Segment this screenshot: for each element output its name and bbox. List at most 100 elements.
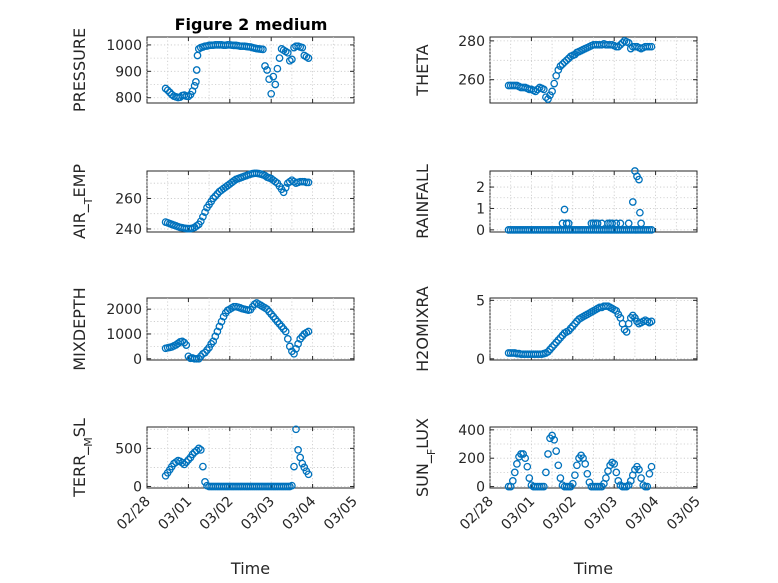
pressure-point [261, 62, 269, 70]
mixdepth-ytick-label: 0 [133, 352, 142, 368]
mixdepth-point [184, 352, 193, 361]
mixdepth-series [161, 299, 313, 363]
rainfall-point [616, 219, 625, 228]
pressure-ylabel: PRESSURE [70, 28, 89, 112]
air-temp-point [199, 212, 207, 221]
sun-flux-xtick-label: 03/02 [540, 494, 580, 534]
pressure-point [263, 66, 271, 74]
terr-msl-point [192, 446, 201, 455]
h2omixra-point [544, 347, 552, 356]
sun-flux-point [602, 474, 610, 482]
h2omixra-series [504, 302, 656, 359]
terr-msl-point [188, 450, 197, 459]
terr-msl-xtick-label: 02/28 [114, 494, 154, 534]
pressure-point [271, 80, 280, 89]
subplot-h2omixra: 0 5 H2OMIXRA [413, 286, 698, 372]
air-temp-ylabel: AIR_TEMP [70, 164, 95, 239]
sun-flux-point [548, 431, 556, 440]
terr-msl-ylabel: TERR_MSL [70, 418, 95, 498]
theta-point [542, 93, 550, 102]
mixdepth-point [304, 327, 313, 336]
pressure-point [283, 48, 292, 57]
sun-flux-xtick-label: 03/01 [498, 494, 538, 534]
sun-flux-point [539, 482, 548, 491]
subplot-rainfall: 0 1 2 RAINFALL [413, 164, 698, 239]
subplot-sun-flux: 0 200 400 02/28 03/01 03/02 03/03 03/04 03/05 Tim… [413, 418, 704, 578]
sun-flux-point [645, 469, 654, 478]
sun-flux-point [523, 462, 532, 471]
air-temp-ylabel-part: AIR_ [70, 203, 90, 239]
sun-flux-ylabel-part: SUN_ [413, 454, 433, 497]
h2omixra-point [566, 324, 575, 333]
terr-msl-point [194, 444, 203, 453]
air-temp-point [209, 194, 218, 203]
pressure-point [192, 78, 200, 86]
pressure-point [304, 54, 313, 62]
theta-point [544, 95, 552, 103]
terr-msl-ylabel-part: SL [70, 418, 89, 437]
air-temp-point [196, 217, 205, 226]
sun-flux-ylabel-part: LUX [413, 418, 432, 449]
sun-flux-point [513, 460, 521, 468]
terr-msl-plot-area [146, 426, 355, 489]
theta-point [614, 42, 623, 51]
pressure-point [267, 89, 276, 98]
rainfall-point [637, 219, 645, 228]
rainfall-series [504, 167, 656, 234]
pressure-point [273, 64, 282, 73]
rainfall-point [560, 205, 569, 214]
rainfall-ylabel: RAINFALL [413, 164, 432, 239]
sun-flux-point [510, 468, 519, 477]
sun-flux-point [508, 477, 517, 485]
pressure-point [259, 45, 267, 54]
subplot-pressure: 800 900 1000 PRESSURE [70, 28, 355, 112]
sun-flux-xtick-label: 03/03 [581, 494, 621, 534]
sun-flux-point [542, 468, 550, 477]
terr-msl-point [292, 425, 300, 434]
rainfall-point [624, 219, 633, 228]
theta-point [560, 58, 569, 67]
terr-msl-point [304, 470, 313, 479]
terr-msl-point [184, 455, 193, 464]
theta-point [546, 91, 554, 100]
terr-msl-ylabel-part: TERR_ [70, 446, 90, 498]
mixdepth-point [205, 343, 213, 352]
theta-point [558, 60, 567, 69]
h2omixra-point [620, 325, 629, 334]
mixdepth-ytick-label: 1000 [106, 327, 142, 343]
terr-msl-ytick-label: 500 [115, 441, 142, 457]
rainfall-point [647, 226, 656, 234]
pressure-point [269, 72, 278, 81]
sun-flux-point [571, 471, 579, 480]
sun-flux-point [519, 450, 527, 458]
air-temp-point [213, 190, 222, 198]
sun-flux-point [624, 481, 633, 490]
air-temp-point [281, 183, 290, 192]
air-temp-point [201, 208, 209, 217]
terr-msl-xtick-label: 03/03 [238, 494, 278, 534]
sun-flux-point [610, 460, 619, 468]
theta-point [539, 85, 548, 94]
h2omixra-ylabel: H2OMIXRA [413, 286, 432, 372]
rainfall-ytick-label: 1 [476, 201, 485, 217]
pressure-plot-area [146, 36, 355, 104]
sun-flux-xtick-label: 03/04 [623, 493, 663, 533]
air-temp-ytick-label: 260 [115, 191, 142, 207]
terr-msl-xlabel: Time [230, 559, 270, 578]
rainfall-point [628, 198, 637, 206]
sun-flux-point [550, 435, 559, 444]
terr-msl-point [290, 462, 298, 471]
pressure-ytick-label: 800 [115, 91, 142, 107]
sun-flux-point [637, 474, 645, 482]
h2omixra-point [550, 340, 559, 349]
pressure-point [192, 66, 201, 74]
terr-msl-point [300, 463, 309, 472]
theta-point [531, 87, 540, 96]
sun-flux-ytick-label: 400 [458, 423, 485, 439]
sun-flux-xtick-label: 02/28 [457, 494, 497, 534]
sun-flux-ytick-label: 0 [476, 480, 485, 496]
terr-msl-point [294, 446, 302, 454]
theta-point [616, 40, 625, 49]
terr-msl-point [196, 446, 205, 454]
sun-flux-ytick-label: 200 [458, 451, 485, 467]
